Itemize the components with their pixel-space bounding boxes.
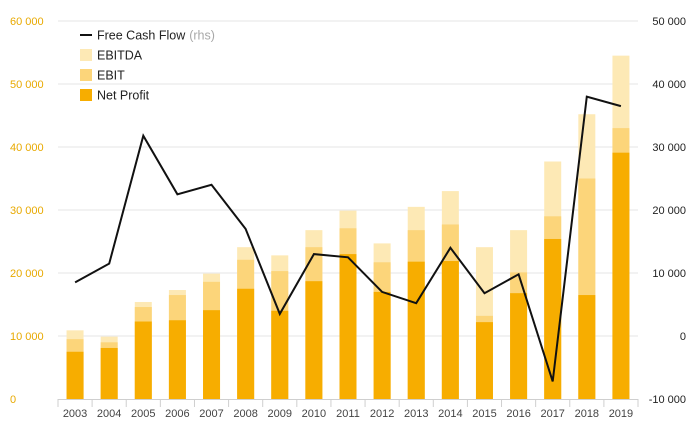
x-tick-label: 2009 — [268, 408, 292, 420]
y-right-tick-label: 0 — [680, 331, 686, 343]
bar-net-profit — [203, 310, 221, 399]
y-right-tick-label: 30 000 — [652, 142, 686, 154]
bar-net-profit — [612, 152, 630, 399]
gridlines — [58, 20, 638, 337]
bar-net-profit — [544, 238, 562, 399]
bar-net-profit — [407, 261, 425, 399]
y-right-tick-label: 40 000 — [652, 79, 686, 91]
x-tick-label: 2004 — [97, 408, 121, 420]
bar-net-profit — [271, 310, 289, 399]
x-tick-label: 2006 — [165, 408, 189, 420]
bar-net-profit — [134, 321, 152, 399]
y-left-tick-label: 50 000 — [10, 79, 44, 91]
x-tick-label: 2003 — [63, 408, 87, 420]
legend-label-net-profit: Net Profit — [97, 89, 150, 103]
y-left-tick-label: 40 000 — [10, 142, 44, 154]
line-free-cash-flow — [74, 95, 622, 382]
y-left-tick-label: 10 000 — [10, 331, 44, 343]
x-tick-label: 2019 — [609, 408, 633, 420]
bar-net-profit — [475, 322, 493, 399]
x-tick-label: 2017 — [540, 408, 564, 420]
y-left-tick-label: 0 — [10, 394, 16, 406]
y-left-tick-label: 30 000 — [10, 205, 44, 217]
bar-net-profit — [578, 295, 596, 399]
bars — [66, 55, 630, 400]
bar-net-profit — [441, 261, 459, 399]
bar-net-profit — [373, 291, 391, 399]
x-tick-label: 2013 — [404, 408, 428, 420]
fcf-line — [74, 95, 622, 382]
x-tick-label: 2014 — [438, 408, 462, 420]
bar-net-profit — [339, 254, 357, 399]
bar-net-profit — [237, 288, 255, 399]
legend-swatch-ebitda — [80, 49, 92, 61]
x-tick-label: 2015 — [472, 408, 496, 420]
bar-net-profit — [100, 347, 118, 399]
x-tick-label: 2007 — [199, 408, 223, 420]
x-tick-label: 2011 — [336, 408, 360, 420]
bar-net-profit — [510, 293, 528, 399]
y-right-tick-label: 20 000 — [652, 205, 686, 217]
legend: Free Cash Flow (rhs) EBITDA EBIT Net Profit — [80, 29, 215, 103]
y-left-tick-label: 20 000 — [10, 268, 44, 280]
y-right-tick-label: 50 000 — [652, 16, 686, 28]
y-right-tick-label: -10 000 — [649, 394, 686, 406]
x-tick-label: 2018 — [575, 408, 599, 420]
legend-label-ebit: EBIT — [97, 69, 125, 83]
x-tick-label: 2010 — [302, 408, 326, 420]
x-tick-label: 2016 — [506, 408, 530, 420]
y-right-tick-label: 10 000 — [652, 268, 686, 280]
bar-net-profit — [66, 351, 84, 399]
x-tick-label: 2012 — [370, 408, 394, 420]
legend-swatch-ebit — [80, 69, 92, 81]
bar-net-profit — [168, 320, 186, 399]
legend-label-ebitda: EBITDA — [97, 49, 143, 63]
bar-net-profit — [305, 281, 323, 399]
y-left-tick-label: 60 000 — [10, 16, 44, 28]
x-tick-label: 2008 — [233, 408, 257, 420]
x-tick-label: 2005 — [131, 408, 155, 420]
legend-suffix: (rhs) — [189, 29, 215, 43]
axes: 0 10 000 20 000 30 000 40 000 50 000 60 000 -10… — [10, 16, 686, 420]
legend-swatch-net-profit — [80, 89, 92, 101]
legend-label-free-cash-flow: Free Cash Flow (rhs) — [97, 29, 215, 43]
